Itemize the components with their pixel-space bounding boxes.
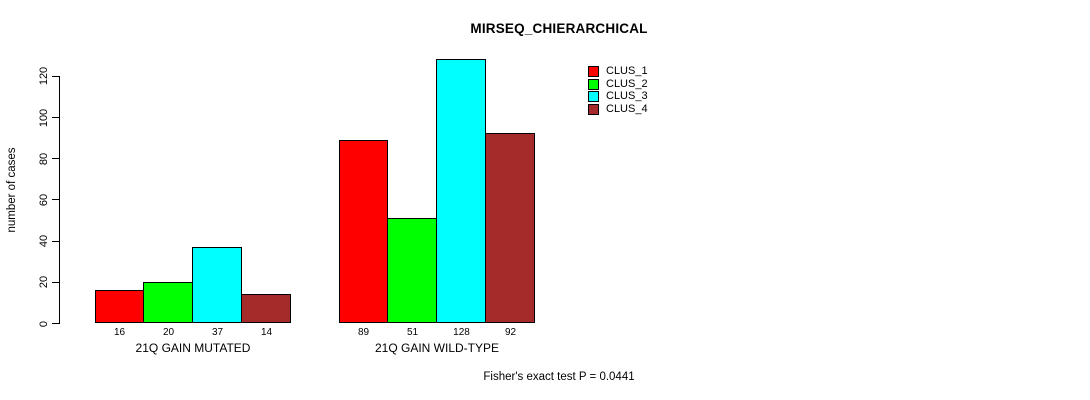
legend-swatch-icon — [588, 78, 599, 90]
y-axis-tick-label: 80 — [38, 152, 50, 165]
y-axis-tick — [52, 240, 59, 242]
x-category-label: 21Q GAIN WILD-TYPE — [374, 341, 500, 355]
legend-item-clus_1: CLUS_1 — [588, 65, 648, 78]
bar-value-label: 51 — [406, 327, 419, 338]
bar-clus_3-group1 — [192, 247, 242, 323]
legend-item-clus_4: CLUS_4 — [588, 103, 648, 116]
y-axis-tick-label: 100 — [38, 108, 50, 127]
y-axis-tick — [52, 323, 59, 324]
legend-item-label: CLUS_1 — [606, 64, 648, 77]
bar-value-label: 128 — [453, 327, 470, 338]
y-axis-label: number of cases — [6, 147, 18, 233]
bar-clus_2-group1 — [143, 282, 193, 323]
bar-clus_1-group1 — [95, 290, 144, 323]
legend: CLUS_1 CLUS_2 CLUS_3 CLUS_4 — [588, 65, 648, 116]
legend-item-label: CLUS_3 — [606, 90, 648, 103]
y-axis-tick-label: 0 — [38, 320, 50, 327]
y-axis-tick-label: 20 — [38, 276, 50, 289]
bar-clus_1-group2 — [339, 140, 388, 323]
y-axis-tick-label: 120 — [38, 67, 50, 86]
bar-value-label: 92 — [504, 327, 517, 338]
legend-item-label: CLUS_4 — [606, 103, 648, 116]
legend-swatch-icon — [588, 104, 599, 116]
legend-swatch-icon — [588, 91, 599, 103]
y-axis-tick — [52, 117, 59, 118]
bar-clus_4-group2 — [485, 133, 535, 323]
y-axis-tick — [52, 75, 59, 77]
bar-value-label: 89 — [357, 327, 370, 338]
y-axis-tick — [52, 281, 59, 283]
y-axis-tick-label: 60 — [38, 193, 50, 207]
bar-clus_4-group1 — [241, 294, 291, 323]
y-axis-line — [59, 75, 60, 324]
x-category-label: 21Q GAIN MUTATED — [135, 341, 251, 355]
y-axis-tick-label: 40 — [38, 234, 50, 248]
legend-item-clus_3: CLUS_3 — [588, 91, 648, 104]
chart-title: MIRSEQ_CHIERARCHICAL — [470, 21, 648, 36]
bar-value-label: 16 — [113, 327, 126, 338]
bar-value-label: 14 — [260, 327, 273, 338]
legend-item-label: CLUS_2 — [606, 77, 648, 90]
bar-clus_3-group2 — [436, 59, 486, 323]
bar-value-label: 20 — [162, 327, 175, 338]
legend-item-clus_2: CLUS_2 — [588, 78, 648, 91]
bar-value-label: 37 — [211, 327, 224, 338]
y-axis-tick — [52, 199, 59, 201]
legend-swatch-icon — [588, 65, 599, 77]
bar-clus_2-group2 — [387, 218, 437, 323]
fisher-test-annotation: Fisher's exact test P = 0.0441 — [483, 371, 635, 383]
y-axis-tick — [52, 158, 59, 160]
